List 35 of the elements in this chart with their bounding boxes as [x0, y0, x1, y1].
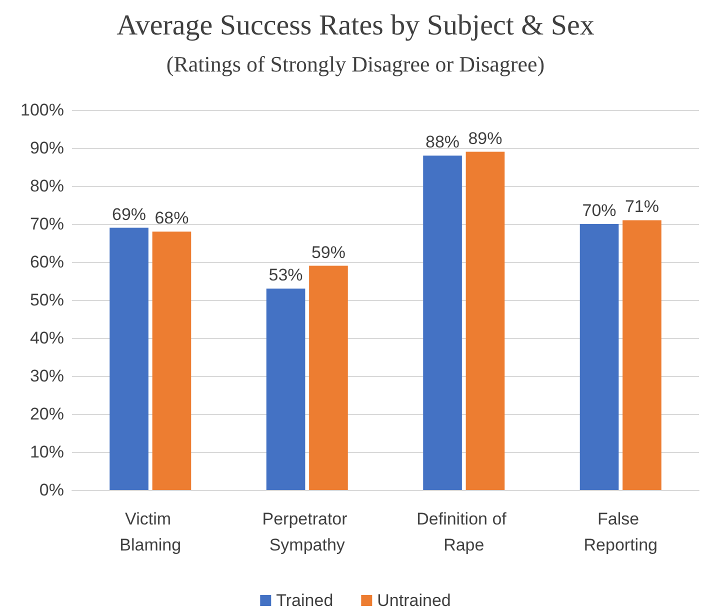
bar	[580, 224, 619, 490]
bar	[309, 266, 348, 490]
x-tick-label: False Reporting	[584, 510, 658, 554]
legend-label: Untrained	[377, 591, 451, 610]
y-tick-label: 90%	[30, 138, 64, 158]
data-label: 69%	[112, 204, 146, 224]
bar	[152, 232, 192, 490]
y-tick-label: 100%	[20, 100, 64, 120]
data-label: 88%	[426, 132, 460, 152]
chart-subtitle: (Ratings of Strongly Disagree or Disagree)	[166, 52, 545, 76]
y-tick-label: 60%	[30, 252, 64, 272]
bar	[423, 156, 462, 490]
data-label: 68%	[154, 208, 189, 228]
y-tick-label: 40%	[30, 328, 64, 348]
y-tick-label: 50%	[30, 290, 64, 310]
bar	[266, 288, 306, 490]
chart-title: Average Success Rates by Subject & Sex	[116, 10, 595, 42]
y-tick-label: 30%	[30, 366, 64, 386]
x-tick-label: Definition of Rape	[416, 510, 512, 554]
x-tick-label: Perpetrator Sympathy	[262, 510, 352, 554]
x-tick-label: Victim Blaming	[120, 510, 182, 554]
legend-label: Trained	[276, 591, 334, 610]
data-label: 70%	[582, 201, 616, 220]
data-label: 89%	[468, 128, 502, 148]
y-tick-label: 20%	[30, 404, 64, 424]
bar	[466, 152, 505, 490]
y-tick-label: 10%	[30, 442, 64, 462]
bar	[622, 220, 662, 490]
data-label: 71%	[624, 197, 659, 216]
data-label: 59%	[311, 242, 346, 262]
data-label: 53%	[268, 266, 303, 285]
y-tick-label: 70%	[30, 214, 64, 234]
y-tick-label: 80%	[30, 176, 64, 196]
bar	[110, 228, 148, 490]
y-tick-label: 0%	[39, 480, 64, 500]
